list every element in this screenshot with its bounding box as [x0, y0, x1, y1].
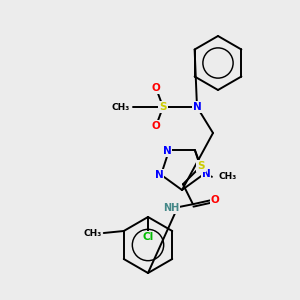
Text: S: S — [159, 102, 167, 112]
Text: O: O — [152, 83, 160, 93]
Text: N: N — [193, 102, 201, 112]
Text: S: S — [197, 161, 205, 171]
Text: O: O — [211, 195, 219, 205]
Text: N: N — [163, 146, 171, 156]
Text: N: N — [202, 169, 210, 179]
Text: Cl: Cl — [142, 232, 154, 242]
Text: CH₃: CH₃ — [83, 229, 102, 238]
Text: NH: NH — [163, 203, 179, 213]
Text: O: O — [152, 121, 160, 131]
Text: N: N — [155, 170, 164, 180]
Text: CH₃: CH₃ — [112, 103, 130, 112]
Text: CH₃: CH₃ — [219, 172, 237, 181]
